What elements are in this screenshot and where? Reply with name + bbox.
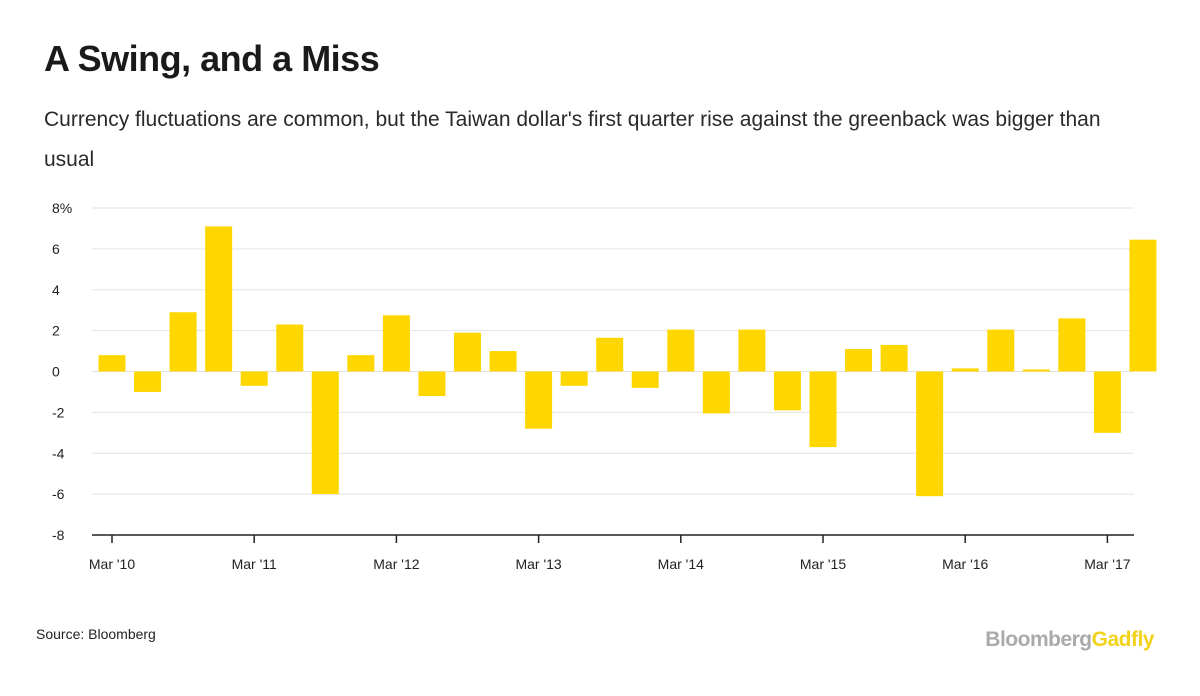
y-tick-label: -4 (52, 445, 65, 461)
y-tick-label: -8 (52, 527, 65, 543)
bar (916, 371, 944, 497)
bar (169, 312, 197, 372)
x-tick-label: Mar '11 (232, 556, 277, 572)
x-tick-label: Mar '14 (658, 556, 704, 572)
chart-title: A Swing, and a Miss (44, 38, 380, 79)
chart-subtitle: Currency fluctuations are common, but th… (44, 108, 1101, 171)
bar (98, 355, 126, 372)
bar (1093, 371, 1121, 433)
y-tick-label: -6 (52, 486, 65, 502)
bar (1058, 318, 1086, 372)
y-tick-label: 6 (52, 241, 60, 257)
x-tick-label: Mar '15 (800, 556, 846, 572)
x-tick-label: Mar '17 (1084, 556, 1130, 572)
source-note: Source: Bloomberg (36, 626, 156, 642)
y-tick-label: 0 (52, 364, 60, 380)
bar (596, 337, 624, 372)
x-tick-label: Mar '13 (515, 556, 561, 572)
x-tick-label: Mar '12 (373, 556, 419, 572)
y-tick-label: 8% (52, 200, 72, 216)
bar (667, 329, 695, 372)
bar (347, 355, 375, 372)
bar (525, 371, 553, 429)
brand-part-gadfly: Gadfly (1091, 628, 1155, 651)
brand-part-bloomberg: Bloomberg (985, 628, 1092, 651)
bar (276, 324, 304, 372)
bar (489, 351, 517, 372)
bar (702, 371, 730, 414)
bar (1022, 369, 1050, 372)
bar (1129, 239, 1157, 372)
brand-logo: BloombergGadfly (985, 628, 1154, 652)
y-tick-label: 2 (52, 323, 60, 339)
bar (382, 315, 410, 372)
bar (134, 371, 162, 392)
bar (454, 332, 481, 372)
bar (560, 371, 588, 386)
bar (951, 368, 979, 372)
bar (240, 371, 268, 386)
bar (738, 329, 766, 372)
bar (205, 226, 233, 372)
y-tick-label: -2 (52, 404, 65, 420)
x-tick-label: Mar '10 (89, 556, 135, 572)
bar (845, 349, 873, 372)
bar (418, 371, 446, 397)
bar (311, 371, 339, 495)
bar (880, 344, 908, 372)
bar (809, 371, 837, 448)
y-tick-label: 4 (52, 282, 60, 298)
bar (773, 371, 801, 411)
x-tick-label: Mar '16 (942, 556, 988, 572)
bar (631, 371, 659, 388)
bar (987, 329, 1015, 372)
